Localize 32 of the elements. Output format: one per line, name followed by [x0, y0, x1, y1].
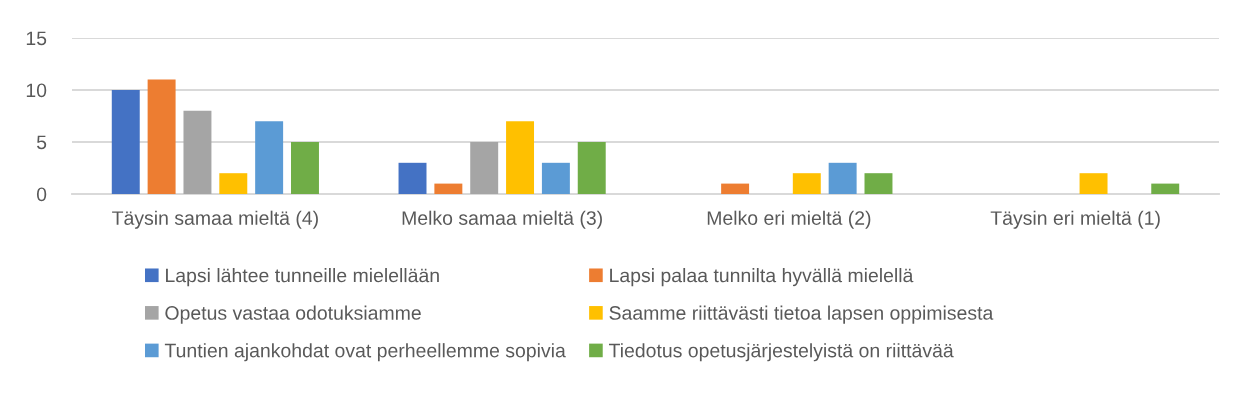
bar [864, 173, 893, 194]
y-tick-label: 15 [26, 31, 47, 46]
y-tick-label: 10 [26, 83, 47, 98]
y-tick-label: 0 [36, 187, 47, 202]
bar [255, 121, 284, 194]
bar [183, 110, 212, 194]
y-tick-label: 5 [36, 135, 47, 150]
x-tick-label: Melko samaa mieltä (3) [402, 210, 602, 229]
bar [111, 90, 140, 194]
bar [219, 173, 248, 194]
legend-label: Tuntien ajankohdat ovat perheellemme sopivia [164, 343, 566, 362]
legend-label: Lapsi palaa tunnilta hyvällä mielellä [610, 268, 914, 287]
bar [434, 183, 463, 194]
bar [1151, 183, 1180, 194]
x-tick-label: Melko eri mieltä (2) [707, 210, 871, 229]
bar [721, 183, 750, 194]
legend-label: Opetus vastaa odotuksiamme [165, 305, 421, 324]
bar [792, 173, 821, 194]
bar [1079, 173, 1108, 194]
bar [147, 79, 176, 194]
x-tick-label: Täysin samaa mieltä (4) [112, 210, 318, 229]
legend-label: Tiedotus opetusjärjestelyistä on riittävää [609, 343, 954, 362]
bar [541, 162, 570, 194]
bar [506, 121, 535, 194]
legend-label: Saamme riittävästi tietoa lapsen oppimisesta [609, 305, 994, 324]
bar [398, 162, 427, 194]
bar [577, 142, 606, 194]
bar [470, 142, 499, 194]
bar [291, 142, 319, 194]
legend-label: Lapsi lähtee tunneille mielellään [166, 268, 439, 287]
x-tick-label: Täysin eri mieltä (1) [990, 210, 1160, 229]
bar [828, 162, 857, 194]
